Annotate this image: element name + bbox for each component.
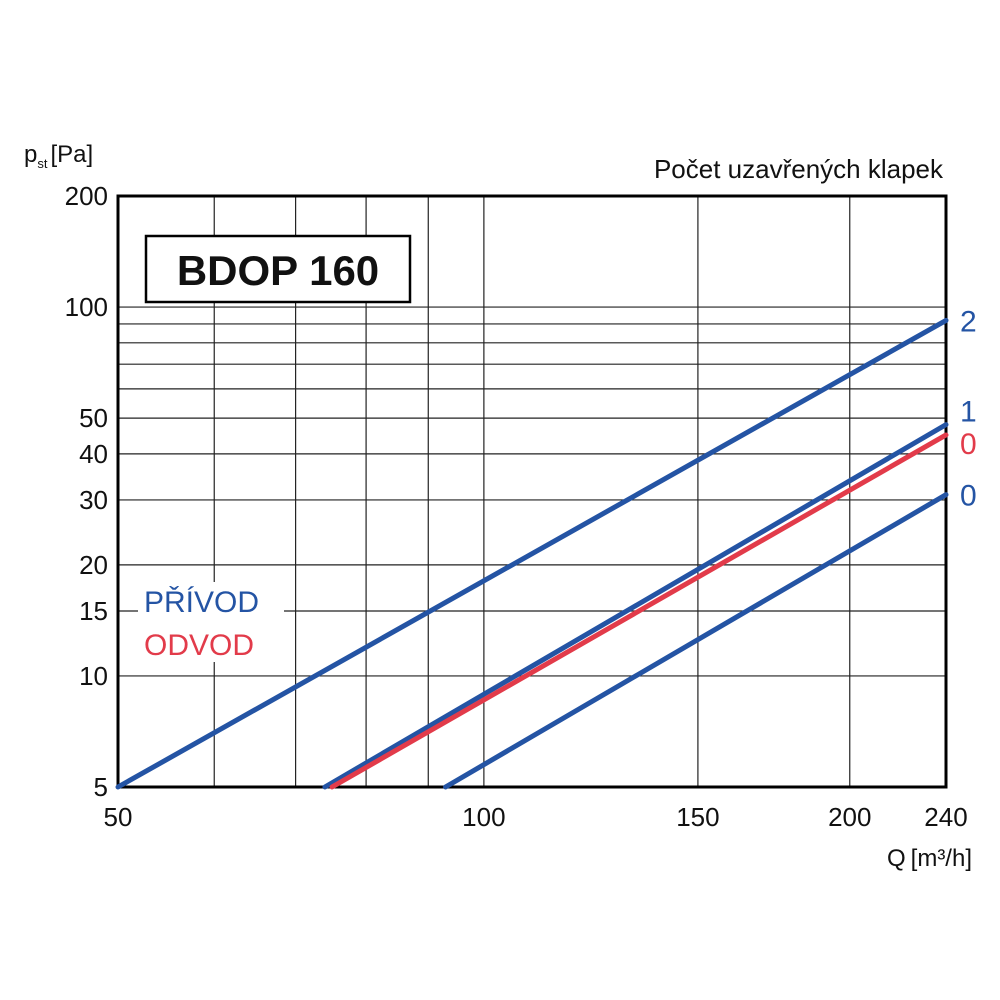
x-tick-label: 50 xyxy=(104,802,133,832)
x-axis-label: Q [m³/h] xyxy=(887,845,972,872)
series-lines xyxy=(115,317,949,790)
y-tick-label: 200 xyxy=(65,181,108,211)
y-tick-label: 40 xyxy=(79,439,108,469)
legend-item-odvod: ODVOD xyxy=(144,629,254,662)
x-tick-label: 100 xyxy=(462,802,505,832)
series-label: 0 xyxy=(960,480,977,513)
series-label: 1 xyxy=(960,396,977,429)
series-label: 0 xyxy=(960,428,977,461)
chart-subtitle: Počet uzavřených klapek xyxy=(654,154,944,184)
series-line xyxy=(443,492,949,790)
chart-title: BDOP 160 xyxy=(177,247,379,294)
y-axis-label: pst [Pa] xyxy=(24,141,93,171)
series-line xyxy=(322,422,949,790)
y-tick-label: 20 xyxy=(79,550,108,580)
legend-item-privod: PŘÍVOD xyxy=(144,586,259,619)
y-tick-label: 5 xyxy=(94,772,108,802)
title-box xyxy=(144,234,412,304)
series-label: 2 xyxy=(960,305,977,338)
plot-frame xyxy=(116,194,948,789)
y-tick-labels: 5 10 15 20 30 40 50 100 200 xyxy=(65,181,108,802)
y-tick-label: 50 xyxy=(79,403,108,433)
x-tick-label: 200 xyxy=(828,802,871,832)
x-tick-labels: 50 100 150 200 240 xyxy=(104,802,968,832)
y-tick-label: 10 xyxy=(79,661,108,691)
y-tick-label: 30 xyxy=(79,485,108,515)
series-line xyxy=(329,432,949,790)
legend-background xyxy=(138,582,284,662)
x-tick-label: 150 xyxy=(676,802,719,832)
x-tick-label: 240 xyxy=(924,802,967,832)
y-tick-label: 100 xyxy=(65,292,108,322)
series-line xyxy=(115,317,949,790)
y-tick-label: 15 xyxy=(79,596,108,626)
